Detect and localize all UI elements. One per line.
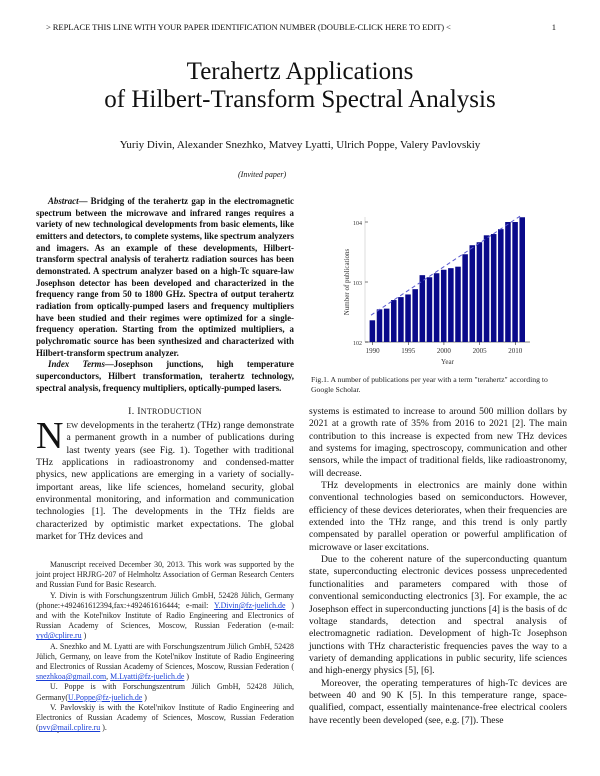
section-heading: I. INTRODUCTION — [128, 406, 202, 417]
svg-text:Number of publications: Number of publications — [343, 248, 351, 315]
svg-text:103: 103 — [353, 281, 362, 287]
bar-2001 — [448, 268, 454, 342]
paper-title: Terahertz Applications of Hilbert-Transf… — [0, 58, 600, 114]
bar-2009 — [505, 222, 511, 342]
index-terms-label: Index Terms — [48, 359, 105, 370]
email-link[interactable]: snezhkoa@gmail.com — [36, 672, 107, 682]
footnote-divin: Y. Divin is with Forschungszentrum Jülic… — [36, 590, 294, 641]
bar-2004 — [469, 245, 476, 342]
bar-2002 — [455, 266, 461, 342]
abstract-text: — Bridging of the terahertz gap in the e… — [36, 196, 294, 358]
authors: Yuriy Divin, Alexander Snezhko, Matvey L… — [119, 139, 481, 151]
footnote-snezhko-lyatti: A. Snezhko and M. Lyatti are with Forsch… — [36, 641, 294, 682]
svg-text:2000: 2000 — [437, 347, 452, 355]
title-line-1: Terahertz Applications — [186, 58, 414, 85]
svg-text:1995: 1995 — [401, 347, 416, 355]
svg-text:102: 102 — [353, 341, 362, 347]
bar-2000 — [440, 269, 447, 342]
invited-paper-note: (Invited paper) — [238, 170, 287, 179]
bar-1990 — [369, 320, 376, 342]
publications-chart: 102 103 104 1990 1995 2000 2005 2010 Year Number … — [335, 212, 535, 367]
email-link[interactable]: U.Poppe@fz-juelich.de — [68, 692, 143, 702]
svg-text:1990: 1990 — [366, 347, 381, 355]
abstract-label: Abstract — [48, 196, 79, 206]
email-link[interactable]: yyd@cplire.ru — [36, 631, 82, 641]
drop-cap: N — [36, 415, 64, 457]
figure-caption: Fig.1. A number of publications per year… — [311, 375, 548, 394]
intro-paragraph: developments in the terahertz (THz) rang… — [36, 420, 294, 543]
bar-1998 — [426, 277, 433, 342]
bar-2008 — [498, 229, 504, 342]
paragraph: systems is estimated to increase to arou… — [309, 406, 567, 479]
paragraph: Moreover, the operating temperatures of … — [309, 677, 567, 726]
running-header: > REPLACE THIS LINE WITH YOUR PAPER IDEN… — [46, 22, 556, 32]
bar-chart-svg: 102 103 104 1990 1995 2000 2005 2010 Year Number … — [343, 215, 530, 366]
abstract: Abstract— Bridging of the terahertz gap … — [36, 196, 294, 394]
title-line-2: of Hilbert-Transform Spectral Analysis — [104, 86, 496, 113]
footnote-pavlovskiy: V. Pavlovskiy is with the Kotel'nikov In… — [36, 702, 294, 733]
index-terms-text: —Josephson junctions, high temperature s… — [36, 359, 294, 393]
email-link[interactable]: M.Lyatti@fz-juelich.de — [110, 672, 185, 682]
introduction-left-column: N EW developments in the terahertz (THz) … — [36, 415, 294, 543]
svg-text:104: 104 — [353, 221, 362, 227]
page-number: 1 — [551, 22, 556, 32]
bar-1996 — [412, 289, 418, 342]
running-head-text: > REPLACE THIS LINE WITH YOUR PAPER IDEN… — [46, 22, 451, 32]
svg-text:2010: 2010 — [508, 347, 523, 355]
bar-1994 — [398, 297, 404, 342]
email-link[interactable]: pvv@mail.cplire.ru — [38, 723, 101, 733]
bar-1991 — [376, 309, 383, 342]
paragraph: THz developments in electronics are main… — [309, 480, 567, 553]
bar-2010 — [512, 222, 518, 342]
bar-1999 — [433, 273, 440, 342]
trailing-dot: . — [57, 726, 59, 735]
email-link[interactable]: Y.Divin@fz-juelich.de — [213, 600, 286, 610]
footnote-poppe: U. Poppe is with Forschungszentrum Jülic… — [36, 682, 294, 702]
introduction-right-column: systems is estimated to increase to arou… — [309, 406, 567, 727]
footnotes: Manuscript received December 30, 2013. T… — [36, 560, 294, 733]
bar-2005 — [476, 242, 483, 342]
bar-2007 — [490, 234, 497, 342]
bar-1993 — [391, 300, 397, 342]
bar-2011 — [519, 217, 525, 342]
bar-1997 — [419, 275, 426, 342]
paragraph: Due to the coherent nature of the superc… — [309, 554, 567, 677]
bar-2006 — [483, 235, 490, 342]
bar-2003 — [462, 254, 468, 342]
svg-text:2005: 2005 — [473, 347, 488, 355]
footnote-manuscript: Manuscript received December 30, 2013. T… — [36, 560, 294, 590]
bar-1995 — [405, 294, 411, 342]
bar-1992 — [383, 308, 390, 342]
svg-text:Year: Year — [441, 358, 455, 366]
